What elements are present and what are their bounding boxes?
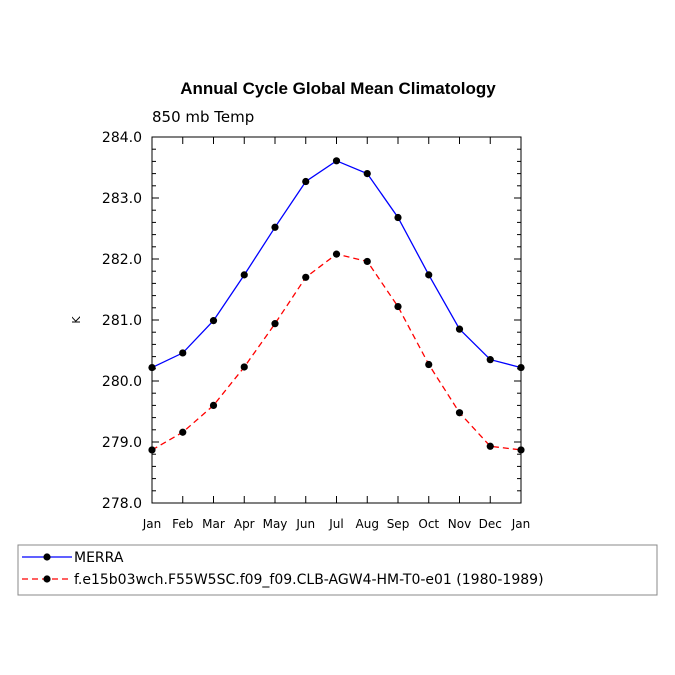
chart-title: Annual Cycle Global Mean Climatology [180,79,496,98]
series-2-point [240,363,248,371]
series-1-point [148,363,156,372]
axis-ticks: 278.0 279.0 280.0 281.0 282.0 283.0 284.0 Jan Fe… [102,130,530,531]
series-2-point [271,320,279,328]
series-1-point [209,317,218,325]
series-1-point [517,363,525,372]
series-1-point [332,157,341,165]
y-tick-label: 279.0 [102,435,142,451]
plot-frame [151,136,522,504]
x-tick-label: Feb [172,517,193,531]
legend-label-2: f.e15b03wch.F55W5SC.f09_f09.CLB-AGW4-HM-… [74,572,544,588]
series-2-point [179,428,187,436]
series-1-point [394,213,402,222]
y-tick-label: 280.0 [102,374,142,390]
series-2-point [209,401,218,409]
y-tick-label: 283.0 [102,191,142,207]
x-tick-label: Nov [448,517,471,531]
x-tick-label: Mar [202,517,225,531]
series-1-point [425,271,433,279]
series-1-point [455,325,464,333]
series-1-point [363,170,371,178]
x-tick-label: Jan [142,517,162,531]
legend: MERRA f.e15b03wch.F55W5SC.f09_f09.CLB-AGW… [17,544,658,596]
series-2-point [455,409,464,417]
y-tick-label: 284.0 [102,130,142,146]
series-2-point [486,442,494,450]
x-tick-label: Apr [234,517,255,531]
y-axis-label: K [70,316,83,324]
x-tick-label: May [263,517,288,531]
legend-label-1: MERRA [74,550,124,566]
series-2-point [394,302,402,311]
y-tick-label: 278.0 [102,496,142,512]
y-tick-label: 281.0 [102,313,142,329]
x-tick-label: Dec [479,517,502,531]
x-tick-label: Sep [387,517,410,531]
x-tick-label: Aug [356,517,379,531]
series-1-point [271,223,279,231]
chart-subtitle: 850 mb Temp [152,108,254,126]
series-2-point [332,250,341,258]
series-layer [148,157,525,454]
legend-box [17,544,658,596]
series-1-point [179,349,187,357]
x-tick-label: Jun [295,517,315,531]
legend-marker-2 [43,575,51,583]
series-1-point [302,177,310,186]
series-2-point [517,446,525,454]
series-1-point [486,356,494,364]
x-tick-label: Oct [418,517,439,531]
series-2-point [148,446,156,454]
y-tick-label: 282.0 [102,252,142,268]
series-1-point [240,271,248,279]
legend-marker-1 [43,553,51,561]
series-line-1 [151,160,522,369]
x-tick-label: Jul [328,517,343,531]
series-2-point [302,273,310,281]
series-2-point [425,360,433,369]
series-2-point [363,257,371,266]
x-tick-label: Jan [511,517,531,531]
series-line-2 [151,253,522,451]
